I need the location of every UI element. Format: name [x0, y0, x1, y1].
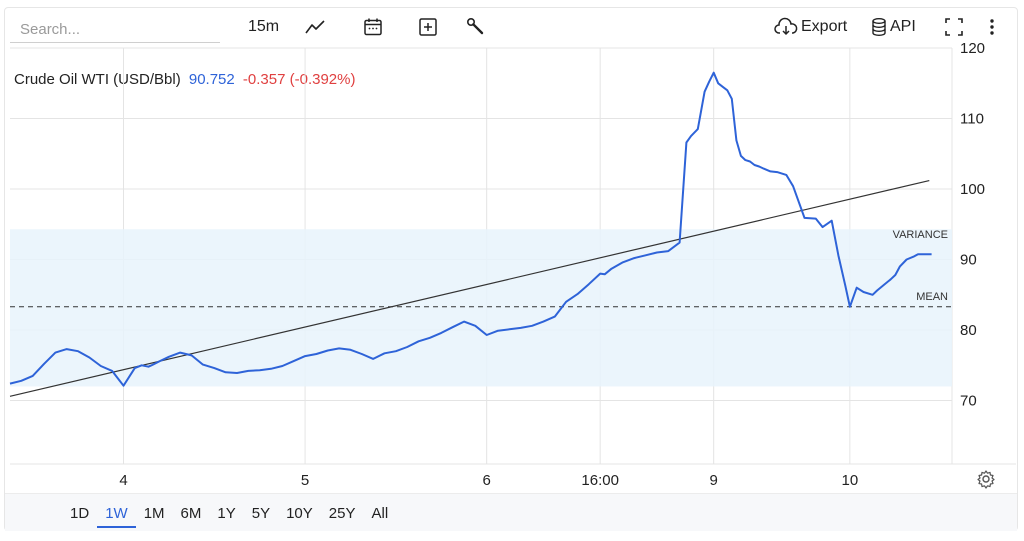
mean-label: MEAN — [916, 291, 948, 303]
tools-button[interactable] — [465, 14, 487, 40]
x-tick-label: 6 — [483, 472, 491, 489]
x-tick-label: 10 — [842, 472, 859, 489]
x-tick-label: 4 — [119, 472, 127, 489]
export-label: Export — [801, 18, 848, 35]
add-indicator-button[interactable] — [417, 14, 439, 40]
api-label: API — [890, 18, 916, 35]
calendar-icon — [364, 18, 382, 36]
x-tick-label: 16:00 — [581, 472, 619, 489]
line-chart-icon — [305, 20, 325, 34]
y-tick-label: 120 — [960, 40, 985, 57]
range-button-1w[interactable]: 1W — [97, 502, 136, 528]
chart-type-button[interactable] — [303, 14, 327, 40]
y-tick-label: 70 — [960, 393, 977, 410]
wrench-icon — [466, 17, 484, 35]
api-button[interactable]: API — [871, 14, 916, 40]
y-tick-label: 100 — [960, 181, 985, 198]
range-button-25y[interactable]: 25Y — [328, 505, 356, 522]
instrument-name: Crude Oil WTI (USD/Bbl) — [14, 71, 181, 88]
export-button[interactable]: Export — [774, 14, 847, 40]
y-tick-label: 90 — [960, 252, 977, 269]
range-bar — [5, 493, 1017, 531]
gear-icon — [977, 470, 995, 489]
range-button-1y[interactable]: 1Y — [217, 505, 236, 522]
range-button-10y[interactable]: 10Y — [286, 505, 313, 522]
range-selector: 1D 1W 1M 6M 1Y 5Y 10Y 25Y All — [62, 502, 396, 528]
range-button-all[interactable]: All — [371, 505, 389, 522]
fullscreen-button[interactable] — [943, 14, 965, 40]
instrument-change: -0.357 (-0.392%) — [242, 71, 356, 88]
search-input[interactable] — [10, 17, 220, 43]
x-tick-label: 9 — [709, 472, 717, 489]
interval-button[interactable]: 15m — [248, 14, 279, 40]
range-button-6m[interactable]: 6M — [180, 505, 202, 522]
variance-label: VARIANCE — [893, 229, 948, 241]
database-icon — [872, 18, 886, 36]
fullscreen-icon — [945, 18, 963, 36]
date-range-button[interactable] — [362, 14, 384, 40]
y-tick-label: 110 — [960, 111, 984, 128]
plus-square-icon — [419, 18, 437, 36]
price-series-line — [9, 71, 932, 387]
cloud-download-icon — [774, 17, 798, 36]
x-tick-label: 5 — [301, 472, 309, 489]
instrument-legend: Crude Oil WTI (USD/Bbl) 90.752 -0.357 (-… — [14, 71, 355, 88]
range-button-1d[interactable]: 1D — [70, 505, 90, 522]
range-button-5y[interactable]: 5Y — [251, 505, 271, 522]
variance-band — [10, 229, 952, 387]
chart-settings-button[interactable] — [976, 469, 996, 489]
y-tick-label: 80 — [960, 322, 977, 339]
vertical-dots-icon — [990, 19, 994, 35]
range-button-1m[interactable]: 1M — [143, 505, 165, 522]
instrument-price: 90.752 — [188, 71, 235, 88]
toolbar: 15m Export API — [0, 0, 1024, 50]
more-options-button[interactable] — [984, 14, 1000, 40]
interval-label: 15m — [248, 18, 280, 35]
